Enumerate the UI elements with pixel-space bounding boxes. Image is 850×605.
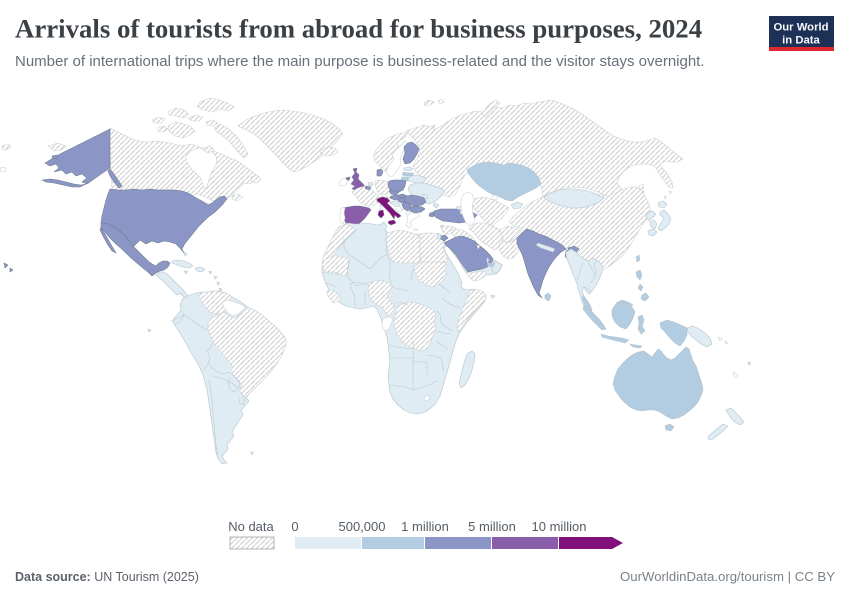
svg-text:Number of international trips: Number of international trips where the … xyxy=(15,53,705,70)
svg-text:0: 0 xyxy=(291,519,298,534)
svg-text:500,000: 500,000 xyxy=(339,519,386,534)
svg-text:Data source: UN Tourism (2025): Data source: UN Tourism (2025) xyxy=(15,570,199,584)
svg-text:No data: No data xyxy=(228,519,274,534)
svg-text:Arrivals of tourists from abro: Arrivals of tourists from abroad for bus… xyxy=(15,14,702,44)
svg-text:1 million: 1 million xyxy=(401,519,449,534)
svg-text:OurWorldinData.org/tourism | C: OurWorldinData.org/tourism | CC BY xyxy=(620,569,835,584)
svg-text:10 million: 10 million xyxy=(532,519,587,534)
svg-text:5 million: 5 million xyxy=(468,519,516,534)
svg-text:in Data: in Data xyxy=(782,35,820,47)
svg-text:Our World: Our World xyxy=(773,22,828,34)
